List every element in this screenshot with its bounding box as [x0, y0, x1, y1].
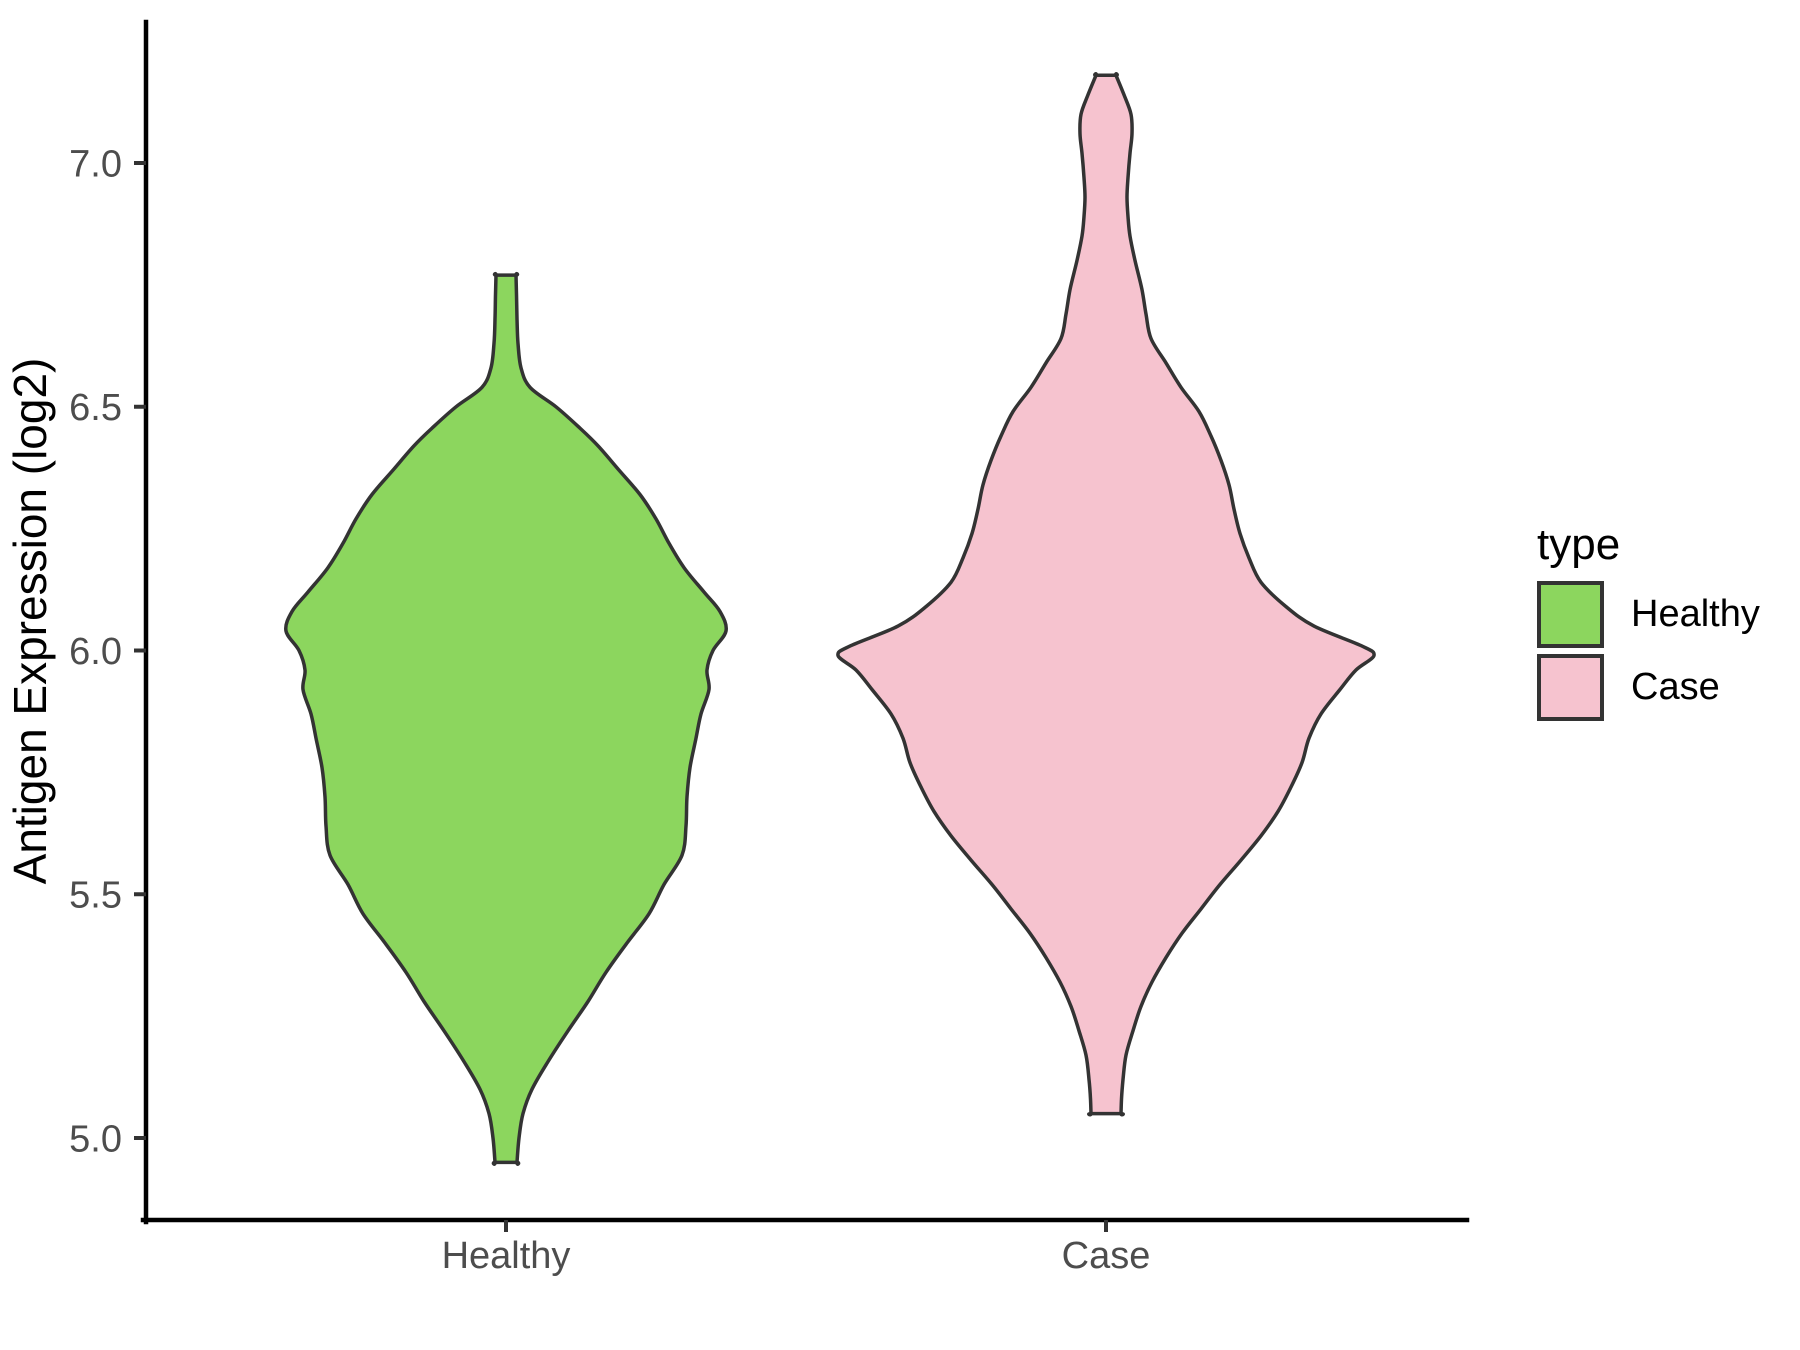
legend-label-healthy: Healthy [1631, 593, 1760, 636]
y-ticks-group: 7.0 6.5 6.0 5.5 5.0 [69, 143, 146, 1160]
y-axis-title: Antigen Expression (log2) [4, 358, 56, 885]
x-tick-label-healthy: Healthy [442, 1235, 571, 1277]
y-tick-label: 7.0 [69, 143, 122, 185]
legend-swatch-healthy [1537, 581, 1604, 649]
y-tick-label: 5.0 [69, 1118, 122, 1160]
y-tick-label: 5.5 [69, 875, 122, 917]
legend: type Healthy Case [1537, 520, 1760, 727]
axes-group [140, 19, 1470, 1225]
x-ticks-group [504, 1220, 1108, 1232]
violin-case [836, 72, 1376, 1117]
violin-healthy [284, 271, 728, 1166]
x-tick-label-case: Case [1062, 1235, 1151, 1277]
legend-row-healthy: Healthy [1537, 581, 1760, 649]
violins-group [284, 72, 1376, 1166]
legend-title: type [1537, 520, 1621, 569]
legend-label-case: Case [1631, 666, 1720, 709]
legend-row-case: Case [1537, 654, 1760, 722]
legend-swatch-case [1537, 654, 1604, 722]
y-tick-label: 6.5 [69, 387, 122, 429]
y-tick-label: 6.0 [69, 631, 122, 673]
legend-rows: Healthy Case [1537, 581, 1760, 722]
